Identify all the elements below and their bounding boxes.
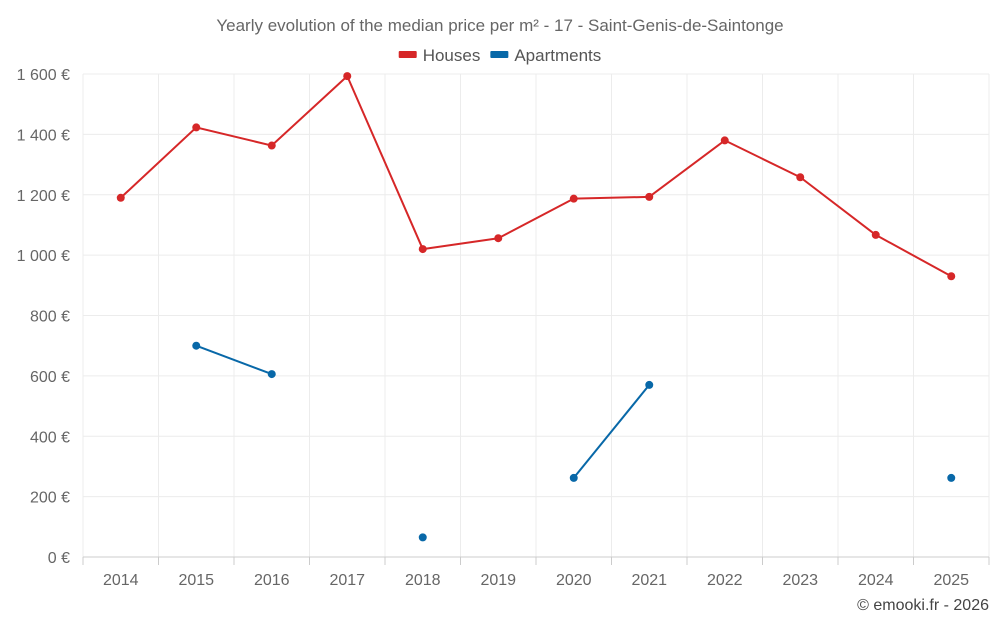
x-tick-label: 2023 [782, 572, 818, 589]
y-tick-label: 1 200 € [17, 188, 70, 205]
x-tick-label: 2018 [405, 572, 441, 589]
legend-label: Apartments [514, 46, 601, 65]
series-houses [116, 72, 956, 281]
apartments-point-2015[interactable] [192, 341, 201, 350]
houses-line-segment [120, 75, 952, 278]
y-tick-label: 400 € [30, 429, 70, 446]
x-tick-label: 2022 [707, 572, 743, 589]
houses-point-2025[interactable] [947, 272, 956, 281]
houses-point-2024[interactable] [871, 230, 880, 239]
y-gridlines [83, 73, 989, 498]
legend-item-apartments[interactable]: Apartments [490, 46, 601, 65]
legend-swatch [398, 51, 417, 58]
x-tick-label: 2016 [254, 572, 290, 589]
houses-point-2016[interactable] [267, 141, 276, 150]
houses-point-2019[interactable] [494, 234, 503, 243]
x-tick-label: 2019 [480, 572, 516, 589]
x-tick-label: 2017 [329, 572, 365, 589]
legend-item-houses[interactable]: Houses [398, 46, 481, 65]
y-tick-label: 1 400 € [17, 127, 70, 144]
chart-title: Yearly evolution of the median price per… [216, 16, 783, 35]
credit-text: © emooki.fr - 2026 [857, 597, 989, 614]
houses-point-2020[interactable] [569, 194, 578, 203]
y-tick-label: 1 600 € [17, 67, 70, 84]
x-tick-label: 2014 [103, 572, 139, 589]
y-tick-label: 1 000 € [17, 248, 70, 265]
legend[interactable]: Houses Apartments [398, 46, 602, 65]
houses-point-2018[interactable] [418, 245, 427, 254]
houses-point-2015[interactable] [192, 123, 201, 132]
legend-swatch [490, 51, 509, 58]
apartments-line-segment [572, 384, 651, 479]
apartments-point-2018[interactable] [418, 533, 427, 542]
series-layer [116, 72, 956, 542]
houses-point-2014[interactable] [116, 193, 125, 202]
y-axis-tick-labels: 0 € 200 € 400 € 600 € 800 € 1 000 € 1 200 € 1 4… [17, 67, 70, 567]
y-tick-label: 200 € [30, 490, 70, 507]
houses-point-2021[interactable] [645, 192, 654, 201]
houses-point-2022[interactable] [720, 136, 729, 145]
apartments-point-2025[interactable] [947, 473, 956, 482]
x-tick-label: 2015 [178, 572, 214, 589]
x-tick-label: 2024 [858, 572, 894, 589]
legend-label: Houses [423, 46, 481, 65]
y-tick-label: 600 € [30, 369, 70, 386]
houses-point-2017[interactable] [343, 72, 352, 81]
axes [82, 556, 990, 565]
apartments-point-2020[interactable] [569, 473, 578, 482]
x-tick-label: 2021 [631, 572, 667, 589]
series-apartments [192, 341, 956, 542]
houses-point-2023[interactable] [796, 173, 805, 182]
x-tick-label: 2020 [556, 572, 592, 589]
x-axis-tick-labels: 2014 2015 2016 2017 2018 2019 2020 2021 2022 2023… [103, 572, 969, 589]
apartments-line-segment [195, 344, 273, 375]
apartments-point-2016[interactable] [267, 370, 276, 379]
y-tick-label: 0 € [48, 550, 70, 567]
y-tick-label: 800 € [30, 309, 70, 326]
apartments-point-2021[interactable] [645, 380, 654, 389]
x-tick-label: 2025 [933, 572, 969, 589]
